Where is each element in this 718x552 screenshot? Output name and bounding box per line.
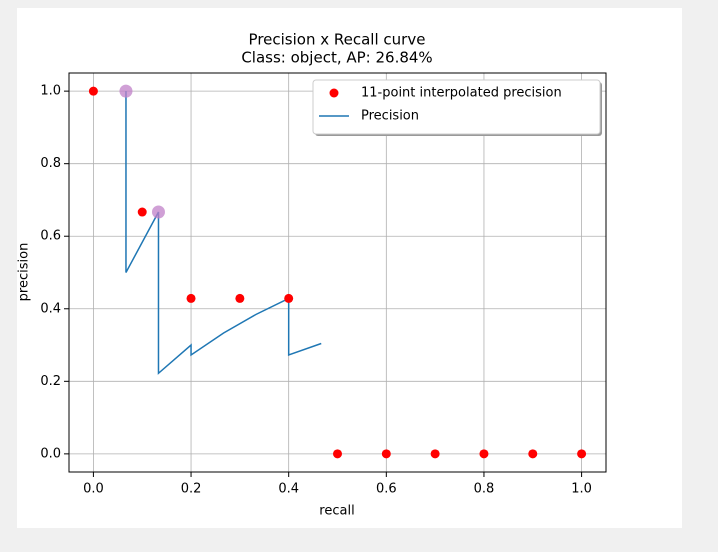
point xyxy=(137,207,147,217)
y-tick-label: 0.4 xyxy=(40,301,61,316)
y-tick-label: 0.2 xyxy=(40,374,61,389)
x-tick-label: 0.0 xyxy=(83,482,104,497)
point xyxy=(333,449,342,459)
legend-box xyxy=(312,79,601,135)
legend-label: 11-point interpolated precision xyxy=(361,86,562,101)
point xyxy=(528,449,538,459)
x-tick-label: 0.2 xyxy=(181,482,202,497)
highlight-point xyxy=(151,205,165,219)
chart-title: Precision x Recall curve xyxy=(249,31,426,49)
point xyxy=(186,293,196,303)
x-tick-label: 0.4 xyxy=(278,482,299,497)
point xyxy=(479,449,489,459)
point xyxy=(381,449,391,459)
x-axis-label: recall xyxy=(319,504,354,519)
precision-line xyxy=(125,91,322,375)
plot-frame xyxy=(68,72,607,473)
x-tick-label: 1.0 xyxy=(571,482,592,497)
y-tick-label: 0.0 xyxy=(40,446,61,461)
point xyxy=(577,449,587,459)
y-tick-label: 1.0 xyxy=(40,84,61,99)
y-tick-label: 0.6 xyxy=(40,229,61,244)
point xyxy=(430,449,440,459)
y-axis-label: precision xyxy=(17,243,32,302)
legend-marker xyxy=(329,88,339,98)
x-tick-label: 0.8 xyxy=(474,482,495,497)
point xyxy=(284,293,294,303)
x-tick-label: 0.6 xyxy=(376,482,397,497)
chart-subtitle: Class: object, AP: 26.84% xyxy=(241,49,432,67)
point xyxy=(235,293,245,303)
point xyxy=(88,86,98,96)
highlight-point xyxy=(119,84,133,98)
legend-label: Precision xyxy=(361,109,419,124)
y-tick-label: 0.8 xyxy=(40,156,61,171)
